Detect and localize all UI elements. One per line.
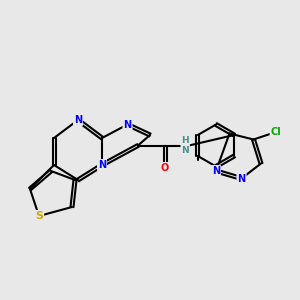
Text: Cl: Cl xyxy=(271,127,281,137)
Text: S: S xyxy=(35,211,43,221)
Text: H
N: H N xyxy=(182,136,189,155)
Text: N: N xyxy=(212,166,220,176)
Text: N: N xyxy=(237,173,246,184)
Text: N: N xyxy=(123,119,132,130)
Text: N: N xyxy=(74,115,82,125)
Text: O: O xyxy=(161,163,169,173)
Text: N: N xyxy=(98,160,106,170)
